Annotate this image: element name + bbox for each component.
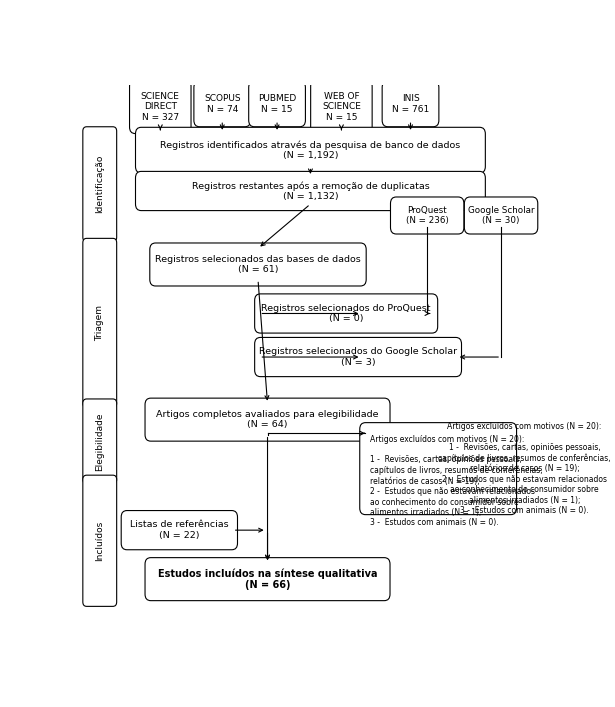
FancyBboxPatch shape bbox=[464, 197, 538, 234]
Text: Estudos incluídos na síntese qualitativa
(N = 66): Estudos incluídos na síntese qualitativa… bbox=[158, 568, 377, 590]
Text: Registros selecionados das bases de dados
(N = 61): Registros selecionados das bases de dado… bbox=[155, 255, 361, 274]
Text: ProQuest
(N = 236): ProQuest (N = 236) bbox=[406, 206, 448, 226]
Text: Artigos excluídos com motivos (N = 20):

1 -  Revisões, cartas, opiniões pessoai: Artigos excluídos com motivos (N = 20): … bbox=[438, 422, 611, 515]
FancyBboxPatch shape bbox=[83, 475, 117, 607]
FancyBboxPatch shape bbox=[83, 399, 117, 484]
Text: Registros selecionados do Google Scholar
(N = 3): Registros selecionados do Google Scholar… bbox=[259, 347, 457, 367]
Text: Registros selecionados do ProQuest
(N = 0): Registros selecionados do ProQuest (N = … bbox=[261, 304, 431, 323]
FancyBboxPatch shape bbox=[360, 423, 517, 515]
FancyBboxPatch shape bbox=[130, 80, 191, 134]
Text: Listas de referências
(N = 22): Listas de referências (N = 22) bbox=[130, 520, 229, 540]
FancyBboxPatch shape bbox=[248, 81, 306, 127]
FancyBboxPatch shape bbox=[255, 294, 438, 333]
Text: WEB OF
SCIENCE
N = 15: WEB OF SCIENCE N = 15 bbox=[322, 92, 361, 122]
FancyBboxPatch shape bbox=[311, 80, 372, 134]
FancyBboxPatch shape bbox=[83, 127, 117, 242]
FancyBboxPatch shape bbox=[135, 171, 485, 211]
FancyBboxPatch shape bbox=[194, 81, 250, 127]
Text: Artigos completos avaliados para elegibilidade
(N = 64): Artigos completos avaliados para elegibi… bbox=[156, 410, 379, 429]
Text: Registros identificados através da pesquisa de banco de dados
(N = 1,192): Registros identificados através da pesqu… bbox=[161, 140, 461, 160]
Text: SCOPUS
N = 74: SCOPUS N = 74 bbox=[204, 94, 240, 114]
FancyBboxPatch shape bbox=[83, 238, 117, 408]
FancyBboxPatch shape bbox=[391, 197, 464, 234]
Text: INIS
N = 761: INIS N = 761 bbox=[392, 94, 429, 114]
Text: Elegibilidade: Elegibilidade bbox=[95, 412, 105, 471]
FancyBboxPatch shape bbox=[145, 398, 390, 441]
FancyBboxPatch shape bbox=[255, 337, 461, 377]
Text: SCIENCE
DIRECT
N = 327: SCIENCE DIRECT N = 327 bbox=[141, 92, 180, 122]
Text: Google Scholar
(N = 30): Google Scholar (N = 30) bbox=[468, 206, 534, 226]
FancyBboxPatch shape bbox=[382, 81, 439, 127]
FancyBboxPatch shape bbox=[145, 558, 390, 601]
Text: Triagem: Triagem bbox=[95, 305, 105, 341]
Text: Incluídos: Incluídos bbox=[95, 520, 105, 561]
FancyBboxPatch shape bbox=[135, 127, 485, 173]
Text: Artigos excluídos com motivos (N = 20):

1 -  Revisões, cartas, opiniões pessoai: Artigos excluídos com motivos (N = 20): … bbox=[370, 435, 543, 527]
Text: Identificação: Identificação bbox=[95, 155, 105, 214]
Text: PUBMED
N = 15: PUBMED N = 15 bbox=[258, 94, 296, 114]
Text: Registros restantes após a remoção de duplicatas
(N = 1,132): Registros restantes após a remoção de du… bbox=[191, 181, 429, 201]
FancyBboxPatch shape bbox=[150, 243, 366, 286]
FancyBboxPatch shape bbox=[121, 510, 237, 550]
